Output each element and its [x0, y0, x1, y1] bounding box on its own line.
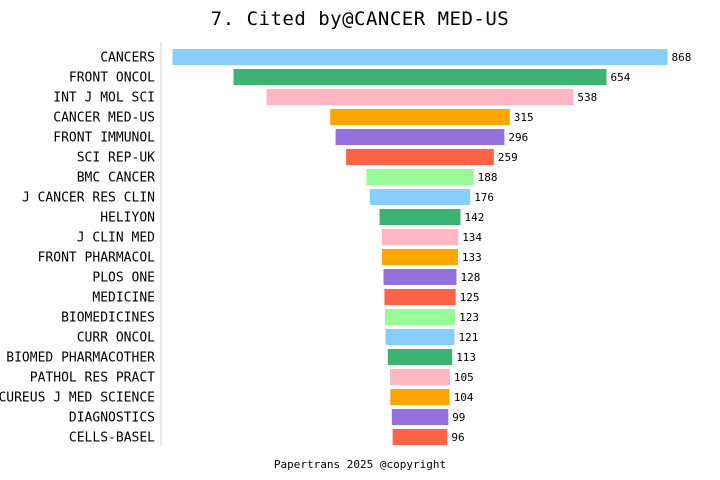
- y-tick-label: CUREUS J MED SCIENCE: [0, 391, 155, 406]
- bar-value-label: 188: [478, 171, 498, 184]
- bar: [172, 49, 668, 65]
- bar-value-label: 654: [611, 71, 631, 84]
- bar-value-label: 538: [577, 91, 597, 104]
- bar-value-label: 133: [462, 251, 482, 264]
- y-tick-label: HELIYON: [100, 211, 155, 226]
- y-tick-label: FRONT IMMUNOL: [53, 131, 155, 146]
- bar-value-label: 113: [456, 351, 476, 364]
- y-tick-label: BMC CANCER: [77, 171, 155, 186]
- bar-value-label: 99: [452, 411, 465, 424]
- bar: [366, 169, 474, 185]
- y-tick-label: J CANCER RES CLIN: [22, 191, 155, 206]
- bar: [385, 329, 455, 345]
- bar-value-label: 176: [474, 191, 494, 204]
- y-tick-label: J CLIN MED: [77, 231, 155, 246]
- y-tick-label: BIOMEDICINES: [61, 311, 155, 326]
- bar-value-label: 134: [462, 231, 482, 244]
- y-tick-label: DIAGNOSTICS: [69, 411, 155, 426]
- y-tick-label: SCI REP-UK: [77, 151, 155, 166]
- bar: [335, 129, 505, 145]
- bar-value-label: 96: [451, 431, 464, 444]
- y-tick-label: INT J MOL SCI: [53, 91, 155, 106]
- y-tick-label: CANCERS: [100, 51, 155, 66]
- bar: [330, 109, 510, 125]
- bar-value-label: 125: [460, 291, 480, 304]
- bar: [233, 69, 607, 85]
- bar: [390, 369, 450, 385]
- bar-value-label: 868: [672, 51, 692, 64]
- bar: [379, 209, 461, 225]
- bar: [387, 349, 453, 365]
- bar-value-label: 142: [465, 211, 485, 224]
- bar-value-label: 128: [461, 271, 481, 284]
- bar: [384, 309, 455, 325]
- bar: [390, 389, 450, 405]
- bar: [381, 229, 459, 245]
- bar: [266, 89, 574, 105]
- y-tick-label: FRONT ONCOL: [69, 71, 155, 86]
- bar-value-label: 259: [498, 151, 518, 164]
- bar-value-label: 121: [459, 331, 479, 344]
- bar: [369, 189, 471, 205]
- bar: [383, 269, 457, 285]
- bar: [346, 149, 494, 165]
- y-tick-label: MEDICINE: [92, 291, 155, 306]
- bar-value-label: 105: [454, 371, 474, 384]
- y-tick-label: BIOMED PHARMACOTHER: [6, 351, 155, 366]
- chart-title: 7. Cited by@CANCER MED-US: [210, 8, 510, 30]
- bar-value-label: 104: [454, 391, 474, 404]
- bar: [392, 429, 448, 445]
- bar: [384, 289, 456, 305]
- copyright-footer: Papertrans 2025 @copyright: [273, 458, 447, 471]
- y-tick-label: CELLS-BASEL: [69, 431, 155, 446]
- y-tick-label: PATHOL RES PRACT: [30, 371, 155, 386]
- y-tick-label: CANCER MED-US: [53, 111, 155, 126]
- bar-value-label: 296: [508, 131, 528, 144]
- y-tick-label: CURR ONCOL: [77, 331, 155, 346]
- bar-value-label: 315: [514, 111, 534, 124]
- bar-value-label: 123: [459, 311, 479, 324]
- bar: [391, 409, 449, 425]
- bar: [382, 249, 458, 265]
- y-tick-label: FRONT PHARMACOL: [38, 251, 156, 266]
- y-tick-label: PLOS ONE: [92, 271, 155, 286]
